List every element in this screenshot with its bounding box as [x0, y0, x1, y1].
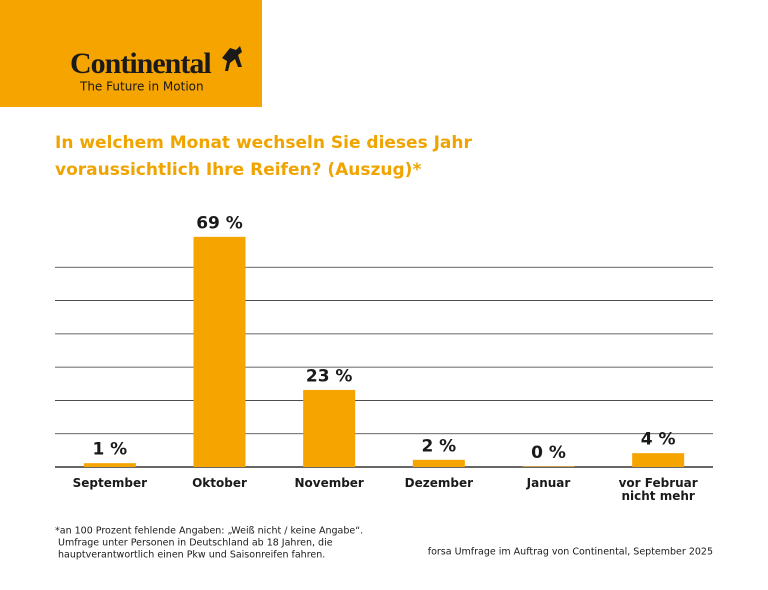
x-tick-label: Januar — [526, 477, 571, 490]
footnote: *an 100 Prozent fehlende Angaben: „Weiß … — [55, 526, 363, 537]
logo: Continental — [70, 47, 211, 80]
x-tick-label: Januar — [526, 477, 571, 490]
bar — [632, 453, 685, 467]
x-tick-label: September — [72, 477, 148, 490]
bar — [522, 466, 575, 467]
x-tick-label: Dezember — [404, 477, 474, 490]
logo-horse — [222, 46, 242, 71]
value-label: 2 % — [421, 436, 456, 456]
bar — [193, 236, 246, 467]
bar — [303, 389, 356, 467]
bar — [412, 459, 465, 467]
tagline: The Future in Motion — [79, 80, 204, 94]
header-box — [0, 0, 262, 107]
value-label: 1 % — [92, 440, 127, 460]
x-tick-label: vor Februar nicht mehr — [618, 477, 698, 503]
x-tick-label: Oktober — [192, 477, 247, 490]
value-label: 0 % — [531, 443, 566, 463]
x-tick-label: Dezember — [404, 477, 474, 490]
x-tick-label: September — [72, 477, 148, 490]
footnote: Umfrage unter Personen in Deutschland ab… — [58, 538, 333, 549]
x-tick-label: November — [294, 477, 364, 490]
chart-title: In welchem Monat wechseln Sie dieses Jah… — [55, 133, 473, 153]
x-tick-label: vor Februar nicht mehr — [618, 477, 698, 503]
bar — [83, 463, 136, 467]
value-label: 69 % — [196, 213, 243, 233]
value-label: 4 % — [641, 430, 676, 450]
chart-title: voraussichtlich Ihre Reifen? (Auszug)* — [55, 160, 421, 180]
x-tick-label: Oktober — [192, 477, 247, 490]
value-label: 23 % — [306, 366, 353, 386]
footnote: hauptverantwortlich einen Pkw und Saison… — [58, 550, 325, 561]
x-tick-label: November — [294, 477, 364, 490]
source: forsa Umfrage im Auftrag von Continental… — [428, 547, 713, 558]
